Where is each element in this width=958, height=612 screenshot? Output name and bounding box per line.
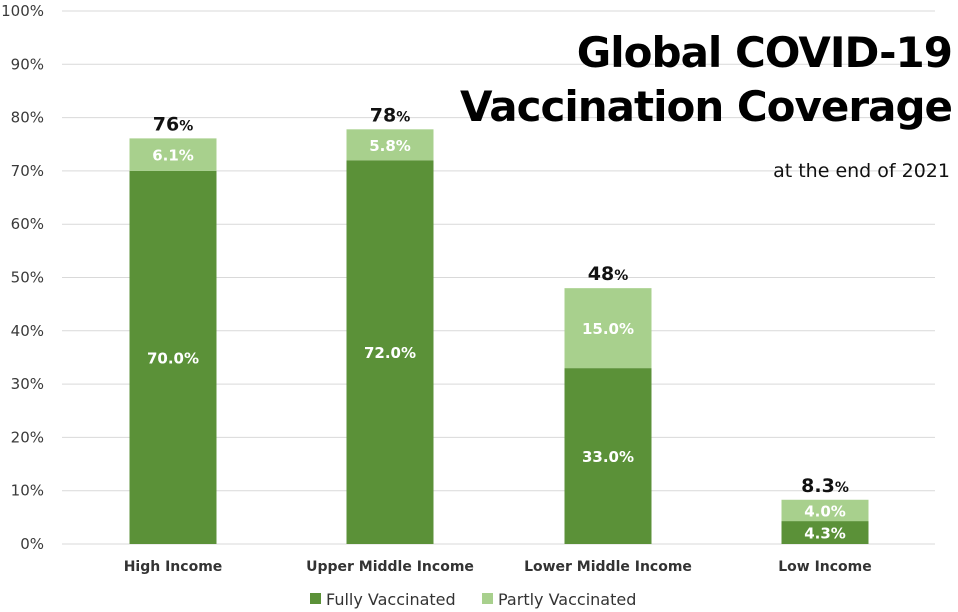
data-label-partly-vaccinated: 4.0% [804,502,846,520]
y-tick-label: 30% [11,375,44,393]
bar-fully-vaccinated [781,521,869,544]
y-tick-label: 100% [1,2,44,20]
total-label: 8.3% [801,475,849,497]
y-tick-label: 0% [20,535,44,553]
data-label-partly-vaccinated: 6.1% [152,147,194,165]
x-category-label: High Income [124,559,223,575]
y-tick-label: 80% [11,109,44,127]
data-label-fully-vaccinated: 4.3% [804,525,846,543]
y-tick-label: 70% [11,162,44,180]
bar-partly-vaccinated [781,499,869,522]
bar-partly-vaccinated [564,288,652,369]
chart-subtitle: at the end of 2021 [773,160,950,182]
total-label: 48% [588,263,628,285]
chart-title-line-2: Vaccination Coverage [460,82,953,131]
chart-title: Global COVID-19 Vaccination Coverage [460,26,953,134]
total-value: 8.3 [801,475,835,497]
data-label-fully-vaccinated: 70.0% [147,349,199,367]
total-percent-sign: % [396,109,410,125]
bar-partly-vaccinated [129,138,217,171]
bars [129,129,869,545]
y-tick-label: 60% [11,215,44,233]
legend-label: Fully Vaccinated [326,590,456,609]
chart-title-line-1: Global COVID-19 [576,28,953,77]
legend-label: Partly Vaccinated [498,590,636,609]
legend: Fully Vaccinated Partly Vaccinated [310,590,636,609]
y-tick-label: 40% [11,322,44,340]
total-label: 78% [370,104,410,126]
total-percent-sign: % [835,480,849,496]
total-value: 76 [153,113,179,135]
bar-partly-vaccinated [346,129,434,161]
y-tick-label: 90% [11,55,44,73]
bar-fully-vaccinated [129,170,217,544]
x-category-label: Lower Middle Income [524,559,692,575]
data-label-fully-vaccinated: 72.0% [364,344,416,362]
y-tick-label: 20% [11,428,44,446]
bar-fully-vaccinated [564,368,652,544]
total-percent-sign: % [179,118,193,134]
x-axis: High Income Upper Middle Income Lower Midd… [124,559,872,575]
bar-fully-vaccinated [346,160,434,545]
data-label-partly-vaccinated: 5.8% [369,137,411,155]
data-label-partly-vaccinated: 15.0% [582,320,634,338]
total-label: 76% [153,113,193,135]
total-percent-sign: % [614,268,628,284]
y-axis: 0% 10% 20% 30% 40% 50% 60% 70% 80% 90% 100% [1,2,44,553]
x-category-label: Low Income [778,559,872,575]
legend-swatch [482,593,493,604]
x-category-label: Upper Middle Income [306,559,474,575]
y-tick-label: 50% [11,269,44,287]
data-label-fully-vaccinated: 33.0% [582,448,634,466]
legend-swatch [310,593,321,604]
data-labels: 70.0% 6.1% 76% 72.0% 5.8% 78% 33.0% 15.0% 48% 4.3… [147,104,849,542]
y-tick-label: 10% [11,482,44,500]
total-value: 48 [588,263,614,285]
total-value: 78 [370,104,396,126]
